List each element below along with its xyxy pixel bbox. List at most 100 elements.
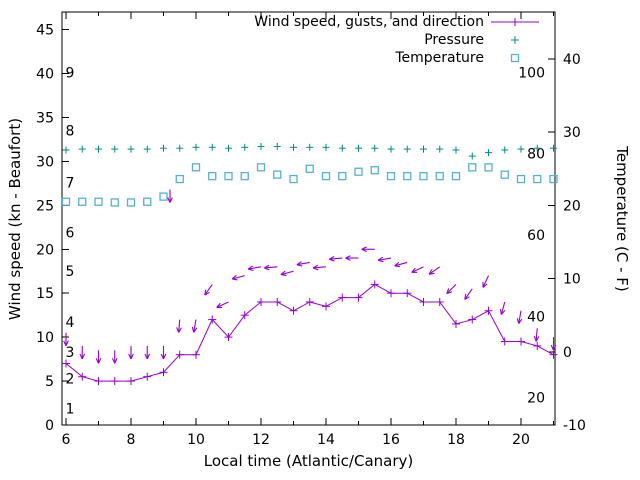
wind-direction-arrow [204,284,213,296]
wind-direction-arrow [411,266,424,273]
temperature-point [289,174,298,184]
temperature-point [338,171,347,181]
legend-item-pressure: Pressure [254,31,540,49]
wind-direction-arrow [329,257,343,260]
svg-text:20: 20 [512,432,530,448]
svg-text:40: 40 [563,52,581,68]
svg-text:9: 9 [66,66,75,82]
svg-text:35: 35 [36,110,54,126]
x-axis: 6 8 10 12 14 16 18 20 [62,12,554,448]
temperature-point [143,197,152,206]
wind-direction-arrow [518,310,522,324]
wind-direction-arrow [264,266,278,269]
temperature-square-sample-icon [490,51,540,65]
wind-direction-arrow [232,275,245,280]
temperature-point [516,174,526,184]
svg-text:8: 8 [127,432,136,448]
svg-text:80: 80 [527,147,545,163]
svg-text:10: 10 [563,272,581,288]
y-axis-left: 0 5 10 15 20 25 30 35 40 45 [36,23,69,434]
svg-text:5: 5 [66,264,75,280]
wind-direction-arrow [216,301,229,308]
temperature-point [305,164,314,173]
svg-text:20: 20 [36,242,54,258]
svg-text:2: 2 [66,371,75,387]
wind-direction-arrow [464,288,473,300]
svg-text:100: 100 [518,65,545,81]
temperature-point [191,163,201,172]
y-axis-right-title: Temperature (C - F) [613,146,631,292]
wind-direction-arrow [428,266,441,275]
temperature-point [419,171,428,181]
wind-direction-arrow [535,328,538,342]
temperature-point [224,171,233,181]
wind-direction-arrow [193,319,197,333]
svg-text:40: 40 [527,309,545,325]
temperature-point [159,192,168,201]
temperature-point [549,174,558,184]
svg-text:20: 20 [563,198,581,214]
svg-text:10: 10 [36,330,54,346]
wind-speed-series [62,280,558,386]
svg-text:25: 25 [36,198,54,214]
wind-direction-arrow [500,301,506,315]
y-axis-left-title: Wind speed (kn - Beaufort) [6,117,24,321]
temperature-point [240,171,249,181]
wind-direction-arrow [296,261,310,266]
temperature-point [321,171,331,181]
svg-text:30: 30 [36,154,54,170]
svg-text:30: 30 [563,125,581,141]
chart-legend: Wind speed, gusts, and direction Pressur… [254,13,540,67]
temperature-series [61,163,558,207]
plot-border [61,11,556,426]
temperature-point [386,171,396,181]
temperature-point [175,174,184,184]
svg-text:10: 10 [187,432,205,448]
temperature-point [126,198,136,207]
svg-text:1: 1 [66,401,75,417]
wind-direction-arrow [313,266,327,269]
legend-item-wind: Wind speed, gusts, and direction [254,13,540,31]
svg-text:40: 40 [36,67,54,83]
wind-gust-arrows [63,189,557,364]
wind-direction-arrow [482,275,489,288]
legend-item-temperature: Temperature [254,49,540,67]
svg-text:6: 6 [66,226,75,242]
temperature-point [451,171,461,181]
pressure-cross-sample-icon [490,33,540,47]
wind-direction-arrow [178,319,181,333]
svg-text:60: 60 [527,228,545,244]
legend-label-pressure: Pressure [424,32,484,48]
svg-text:6: 6 [62,432,71,448]
pressure-series [62,142,557,160]
temperature-point [484,163,493,172]
svg-text:12: 12 [252,432,270,448]
wind-direction-arrow [394,261,408,267]
svg-text:0: 0 [563,345,572,361]
temperature-point [256,163,266,172]
svg-text:8: 8 [66,124,75,140]
temperature-point [208,171,217,181]
svg-text:18: 18 [447,432,465,448]
svg-text:3: 3 [66,345,75,361]
temperature-point [273,170,282,179]
temperature-point [354,167,363,176]
svg-text:15: 15 [36,286,54,302]
svg-text:20: 20 [527,391,545,407]
temperature-point [370,166,379,175]
fahrenheit-scale-labels: 20 40 60 80 100 [518,65,545,406]
temperature-point [61,197,71,206]
legend-label-temperature: Temperature [395,50,484,66]
beaufort-scale-labels: 1 2 3 4 5 6 7 8 9 [66,66,75,418]
temperature-point [435,171,444,181]
x-axis-title: Local time (Atlantic/Canary) [203,452,414,470]
svg-text:14: 14 [317,432,335,448]
wind-direction-arrow [378,257,392,261]
svg-text:45: 45 [36,23,54,39]
wind-line-sample-icon [490,15,540,29]
svg-text:0: 0 [45,418,54,434]
temperature-point [500,170,509,179]
